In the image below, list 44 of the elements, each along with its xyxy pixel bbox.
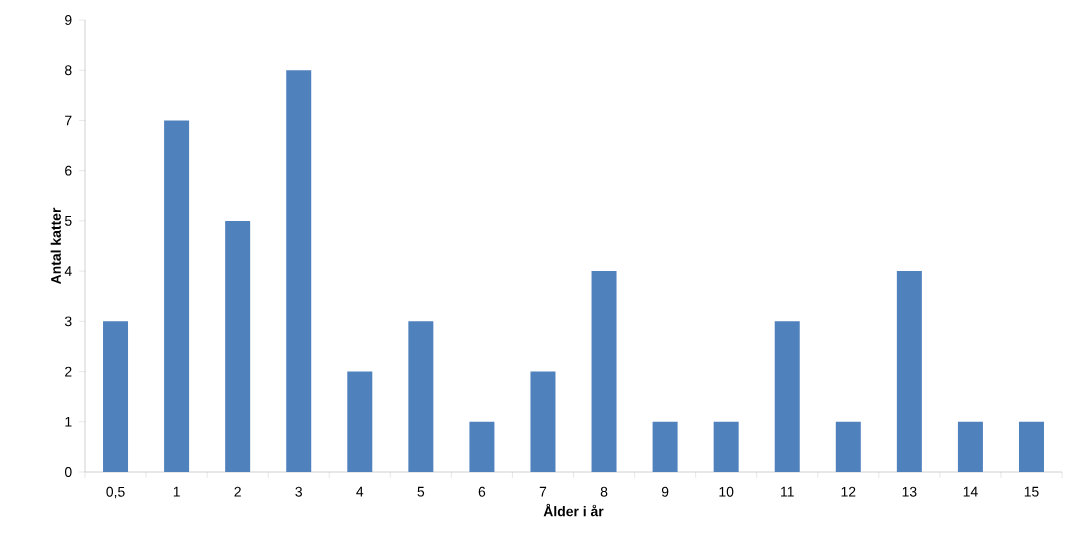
bar	[896, 271, 922, 472]
x-axis-title: Ålder i år	[543, 503, 604, 517]
x-tick-label: 1	[173, 486, 180, 497]
x-tick-label: 10	[719, 486, 734, 497]
y-tick-label: 8	[65, 65, 72, 76]
bar	[713, 421, 739, 472]
x-tick-label: 12	[841, 486, 856, 497]
y-tick-label: 4	[64, 266, 72, 276]
x-tick-label: 15	[1024, 486, 1039, 497]
bar	[225, 220, 251, 472]
y-tick-label: 9	[65, 15, 72, 25]
bar	[469, 421, 495, 472]
x-tick-label: 6	[478, 486, 486, 497]
bar	[164, 120, 190, 472]
bar	[530, 371, 556, 472]
x-tick-label: 14	[963, 486, 978, 497]
y-axis-title: Antal katter	[50, 207, 61, 285]
bar	[957, 421, 983, 472]
x-tick-label: 13	[902, 486, 917, 497]
bar	[286, 70, 312, 472]
bar	[347, 371, 373, 472]
bar	[103, 321, 129, 472]
x-tick-label: 7	[539, 486, 547, 497]
bar	[408, 321, 434, 472]
y-tick-label: 6	[65, 165, 72, 176]
x-tick-label: 8	[600, 486, 608, 497]
x-tick-label: 9	[661, 486, 669, 497]
x-tick-label: 0,5	[106, 486, 125, 499]
x-tick-label: 2	[234, 486, 241, 497]
y-tick-label: 7	[65, 115, 72, 126]
x-tick-label: 4	[356, 486, 364, 497]
bar	[835, 421, 861, 472]
y-tick-label: 5	[64, 216, 72, 226]
y-tick-label: 3	[64, 316, 72, 327]
x-tick-label: 5	[417, 486, 425, 497]
y-tick-label: 0	[64, 467, 72, 477]
y-tick-label: 2	[65, 366, 72, 377]
bar	[774, 321, 800, 472]
bar	[1018, 421, 1044, 472]
y-tick-label: 1	[65, 416, 72, 427]
bar	[591, 271, 617, 472]
x-tick-label: 11	[781, 486, 794, 497]
bar	[652, 421, 678, 472]
x-tick-label: 3	[295, 486, 302, 497]
